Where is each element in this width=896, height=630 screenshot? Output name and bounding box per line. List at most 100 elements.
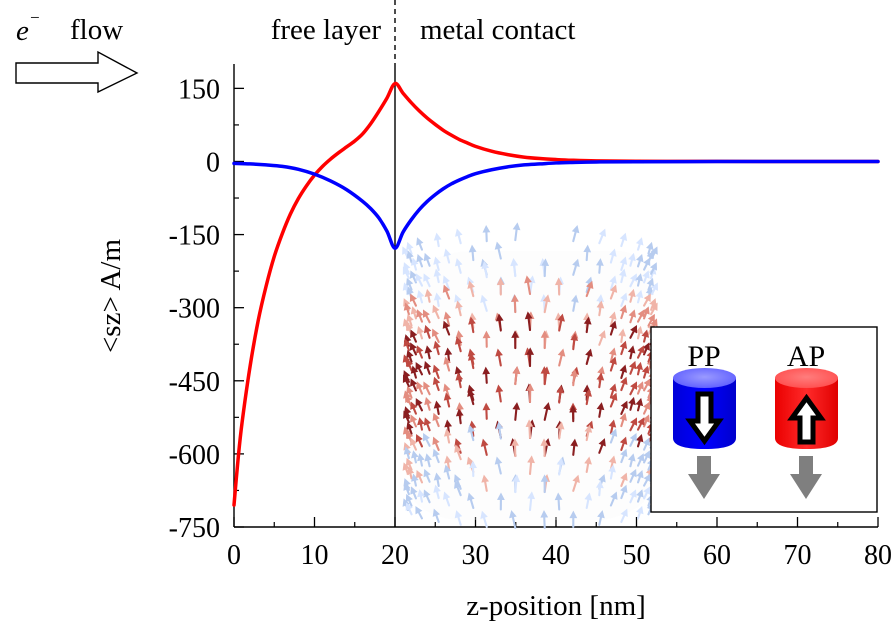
spin-arrow-icon (423, 252, 432, 267)
spin-arrow-icon (416, 253, 424, 268)
spin-arrow-icon (442, 491, 451, 507)
spin-arrow-icon (598, 438, 606, 454)
spin-arrow-icon (628, 309, 637, 324)
spin-arrow-icon (405, 277, 414, 291)
spin-arrow-icon (410, 401, 418, 415)
spin-arrow-icon (417, 417, 425, 431)
spin-arrow-icon (467, 424, 476, 442)
blue-series-line (232, 159, 880, 250)
spin-arrow-icon (643, 378, 651, 392)
spin-arrow-icon (585, 280, 594, 298)
spin-arrow-icon (403, 482, 411, 496)
spin-arrow-icon (619, 412, 627, 428)
spin-arrow-icon (432, 412, 440, 428)
spin-arrow-icon (406, 313, 414, 327)
spin-arrow-icon (432, 376, 441, 392)
spin-arrow-icon (636, 345, 645, 359)
spin-arrow-icon (527, 455, 535, 476)
spin-arrow-icon (635, 289, 644, 304)
spin-arrow-icon (410, 414, 418, 428)
y-tick-label: -300 (169, 294, 220, 325)
spin-arrow-icon (494, 241, 503, 260)
spin-arrow-icon (524, 311, 533, 332)
spin-arrow-icon (442, 275, 451, 291)
spin-arrow-icon (495, 421, 504, 440)
spin-arrow-icon (424, 396, 432, 411)
ap-up-arrow-icon (787, 393, 826, 445)
spin-arrow-icon (650, 246, 658, 260)
spin-arrow-icon (643, 257, 651, 271)
spin-arrow-icon (432, 436, 440, 451)
spin-arrow-icon (415, 361, 424, 376)
spin-arrow-icon (584, 388, 592, 406)
spin-arrow-icon (629, 360, 637, 375)
spin-arrow-icon (467, 280, 475, 298)
spin-arrow-icon (467, 492, 475, 509)
spin-arrow-icon (415, 469, 424, 484)
spin-arrow-icon (443, 392, 452, 408)
spin-arrow-icon (636, 381, 644, 395)
spin-arrow-icon (642, 342, 650, 356)
spin-arrow-icon (636, 309, 645, 323)
spin-arrow-icon (423, 468, 431, 483)
spin-arrow-icon (641, 365, 650, 379)
spin-arrow-icon (406, 349, 414, 363)
spin-arrow-icon (629, 273, 637, 288)
spin-arrow-icon (629, 417, 638, 432)
spin-arrow-icon (649, 262, 658, 275)
spin-arrow-icon (512, 222, 521, 242)
spin-arrow-icon (619, 364, 628, 379)
spin-arrow-icon (609, 275, 617, 291)
spin-arrow-icon (609, 248, 617, 264)
y-tick-label: 0 (206, 147, 220, 178)
spin-arrow-icon (512, 474, 521, 494)
spin-arrow-icon (433, 268, 442, 284)
spin-arrow-icon (495, 313, 504, 332)
spin-arrow-icon (646, 277, 654, 291)
spin-arrow-icon (403, 446, 412, 460)
electron-flow-header: e − flow (15, 8, 139, 94)
x-tick-label: 30 (462, 540, 490, 571)
spin-arrow-icon (405, 358, 414, 372)
spin-arrow-icon (495, 384, 504, 403)
spin-arrow-icon (526, 347, 535, 368)
spin-texture-inset (402, 222, 659, 529)
spin-arrow-icon (442, 320, 451, 336)
spin-arrow-icon (454, 480, 462, 497)
region-labels: free layer metal contact (271, 14, 576, 46)
spin-arrow-icon (619, 340, 628, 356)
spin-arrow-icon (482, 402, 491, 420)
spin-arrow-icon (557, 313, 565, 332)
spin-arrow-icon (411, 450, 419, 464)
pp-label: PP (687, 340, 720, 373)
spin-arrow-icon (620, 376, 628, 392)
spin-arrow-icon (482, 330, 491, 348)
spin-arrow-icon (481, 474, 490, 492)
spin-arrow-icon (635, 237, 644, 251)
spin-arrow-icon (467, 352, 476, 370)
spin-arrow-icon (620, 292, 628, 307)
spin-arrow-icon (540, 438, 549, 458)
spin-arrow-icon (608, 419, 617, 435)
spin-arrow-icon (641, 329, 650, 343)
spin-arrow-icon (416, 325, 425, 340)
spin-arrow-icon (618, 328, 627, 343)
spin-arrow-icon (642, 414, 650, 428)
spin-arrow-icon (509, 510, 517, 529)
spin-arrow-icon (570, 333, 579, 351)
pp-cylinder-icon (673, 368, 736, 449)
spin-arrow-icon (416, 237, 424, 251)
spin-arrow-icon (454, 444, 462, 461)
spin-arrow-icon (609, 392, 618, 408)
spin-arrow-icon (497, 492, 505, 511)
spin-arrow-icon (415, 273, 424, 287)
spin-arrow-icon (432, 364, 441, 379)
spin-arrow-icon (455, 372, 464, 389)
spin-arrow-icon (432, 448, 440, 464)
spin-arrow-icon (410, 486, 418, 500)
electron-superscript: − (30, 8, 40, 27)
spin-arrow-icon (598, 228, 607, 245)
spin-arrow-icon (433, 340, 441, 356)
spin-arrow-icon (409, 270, 418, 284)
